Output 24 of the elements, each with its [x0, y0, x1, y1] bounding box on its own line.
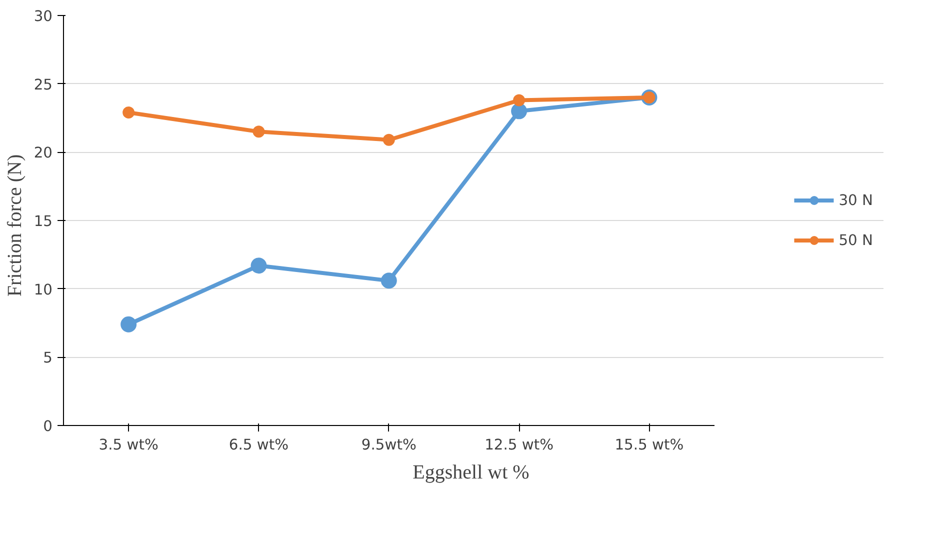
- y-tick-label: 20: [34, 144, 53, 162]
- x-tick-label: 3.5 wt%: [98, 436, 158, 454]
- y-tick-label: 10: [34, 281, 53, 298]
- y-axis-title: Friction force (N): [4, 154, 26, 297]
- point: [513, 94, 526, 106]
- x-tick-label: 12.5 wt%: [484, 436, 554, 454]
- y-tick-label: 15: [34, 213, 53, 230]
- point: [380, 272, 397, 289]
- point: [252, 126, 265, 138]
- point: [120, 316, 137, 332]
- point: [382, 134, 395, 146]
- legend-label: 50 N: [838, 232, 873, 248]
- y-tick-label: 5: [43, 350, 53, 367]
- x-tick-label: 15.5 wt%: [614, 436, 684, 454]
- y-tick-label: 30: [34, 8, 53, 25]
- legend-label: 30 N: [838, 192, 873, 208]
- point: [250, 258, 267, 274]
- y-tick-label: 0: [43, 418, 53, 435]
- point: [122, 106, 135, 119]
- point: [511, 103, 528, 120]
- x-tick-label: 6.5 wt%: [228, 436, 289, 454]
- x-axis-title: Eggshell wt %: [412, 462, 530, 484]
- y-tick-label: 25: [34, 76, 53, 94]
- x-tick-label: 9.5wt%: [361, 436, 416, 454]
